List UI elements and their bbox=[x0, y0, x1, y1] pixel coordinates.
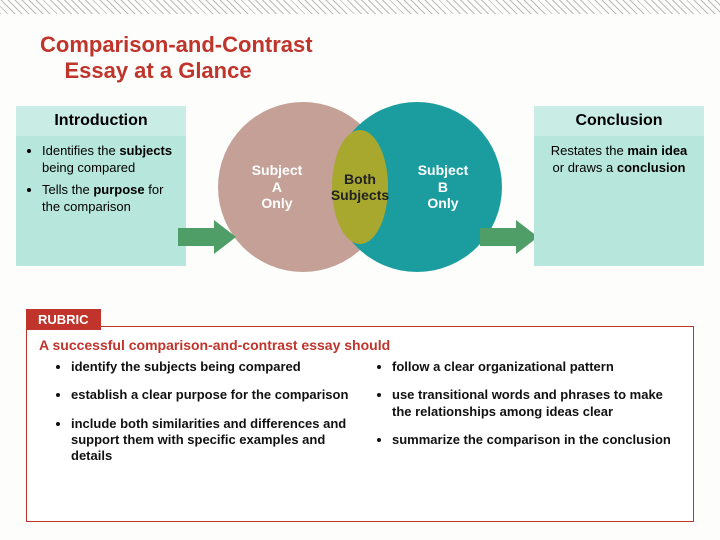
intro-bullet-2: Tells the purpose for the comparison bbox=[42, 181, 176, 216]
page-title: Comparison-and-Contrast Essay at a Glanc… bbox=[40, 32, 313, 85]
rubric-title: A successful comparison-and-contrast ess… bbox=[27, 327, 693, 359]
rubric-right-0: follow a clear organizational pattern bbox=[392, 359, 679, 375]
introduction-heading: Introduction bbox=[16, 106, 186, 136]
rubric-left-list: identify the subjects being compared est… bbox=[55, 359, 358, 476]
venn-overlap: Both Subjects bbox=[314, 112, 406, 262]
venn-label-a: Subject A Only bbox=[252, 162, 303, 212]
rubric-left-0: identify the subjects being compared bbox=[71, 359, 358, 375]
rubric-left-1: establish a clear purpose for the compar… bbox=[71, 387, 358, 403]
rubric-right-1: use transitional words and phrases to ma… bbox=[392, 387, 679, 420]
top-hatch-strip bbox=[0, 0, 720, 14]
conclusion-text: Restates the main idea or draws a conclu… bbox=[544, 142, 694, 177]
rubric-right-list: follow a clear organizational pattern us… bbox=[376, 359, 679, 476]
intro-bullet-1: Identifies the subjects being compared bbox=[42, 142, 176, 177]
rubric-box: RUBRIC A successful comparison-and-contr… bbox=[26, 326, 694, 522]
introduction-list: Identifies the subjects being compared T… bbox=[26, 142, 176, 216]
rubric-left-2: include both similarities and difference… bbox=[71, 416, 358, 465]
rubric-tag: RUBRIC bbox=[26, 309, 101, 330]
rubric-right-2: summarize the comparison in the conclusi… bbox=[392, 432, 679, 448]
conclusion-heading: Conclusion bbox=[534, 106, 704, 136]
venn-diagram: Subject A Only Subject B Only Both Subje… bbox=[218, 96, 502, 286]
venn-label-b: Subject B Only bbox=[418, 162, 469, 212]
rubric-columns: identify the subjects being compared est… bbox=[27, 359, 693, 486]
title-line1: Comparison-and-Contrast bbox=[40, 32, 313, 57]
venn-label-both: Both Subjects bbox=[331, 171, 389, 203]
arrow-left bbox=[178, 220, 236, 254]
arrow-right bbox=[480, 220, 538, 254]
introduction-box: Introduction Identifies the subjects bei… bbox=[16, 106, 186, 266]
conclusion-box: Conclusion Restates the main idea or dra… bbox=[534, 106, 704, 266]
title-line2: Essay at a Glance bbox=[64, 58, 251, 83]
